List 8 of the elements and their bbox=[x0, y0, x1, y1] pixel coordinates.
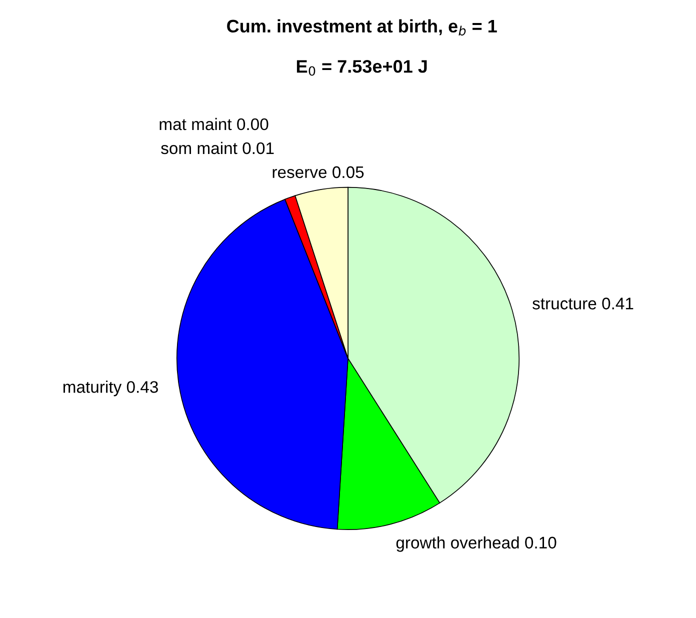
slice-label: structure 0.41 bbox=[532, 298, 634, 310]
chart-subtitle: E$_{0}$ = 7.53e+01 J bbox=[296, 60, 427, 76]
slice-label: maturity 0.43 bbox=[63, 380, 158, 396]
category-label: mat maint 0.00 bbox=[160, 118, 268, 130]
slice-label: growth overhead 0.10 bbox=[396, 536, 556, 552]
chart-title: Cum. investment at birth, e$_{b}$ = 1 bbox=[227, 19, 497, 36]
slice-label: som maint 0.01 bbox=[161, 142, 274, 154]
slice-label: reserve 0.05 bbox=[272, 166, 364, 178]
